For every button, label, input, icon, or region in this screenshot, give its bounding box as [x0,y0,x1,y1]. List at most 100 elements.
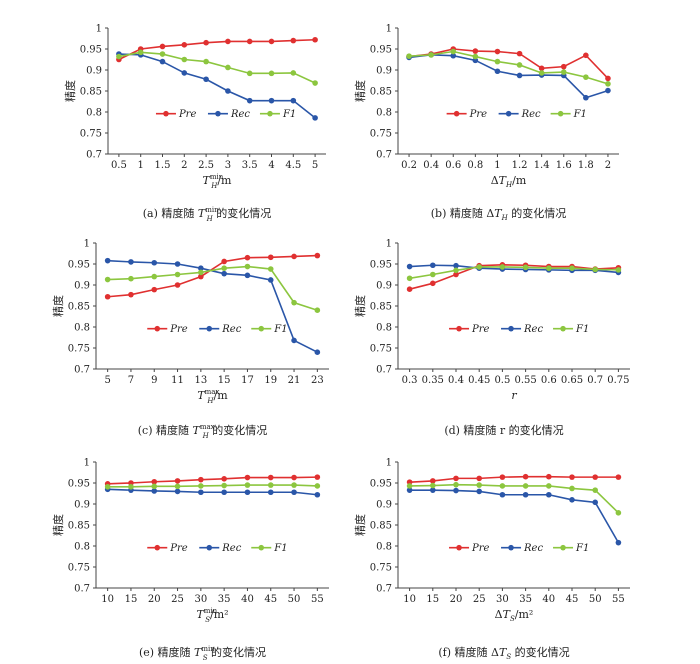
legend-label: Pre [471,324,490,335]
series-line-rec [409,264,619,274]
x-tick-label: 5 [104,375,110,386]
data-point-pre [314,252,321,259]
x-tick-label: 25 [171,594,184,605]
series-line-pre [107,254,318,298]
data-point-pre [181,42,188,48]
x-axis-label: ΔTS/m² [495,608,534,623]
data-point-pre [430,280,436,287]
legend-label: F1 [282,109,296,120]
y-tick-label: 0.95 [68,479,90,490]
data-point-f1 [198,483,204,489]
y-tick-label: 0.8 [74,323,90,334]
y-tick-label: 0.9 [376,281,392,292]
data-point-f1 [128,483,134,490]
x-tick-label: 35 [218,594,231,605]
data-point-rec [104,257,111,264]
series-line-f1 [118,51,316,84]
y-tick-label: 0.8 [376,323,392,334]
data-point-pre [246,38,253,45]
data-point-pre [203,39,209,46]
data-point-f1 [267,266,274,272]
y-tick-label: 0.75 [68,563,90,574]
data-point-pre [583,52,589,59]
data-point-f1 [522,483,529,489]
x-axis-label: Tmax H/m [197,388,228,405]
data-point-rec [244,489,251,496]
legend-item-f1: F1 [259,109,296,120]
y-tick-label: 0.85 [68,521,90,532]
data-point-pre [267,254,274,261]
data-point-f1 [592,266,598,273]
data-point-pre [494,48,501,55]
data-point-rec [174,488,181,495]
data-point-pre [430,478,436,484]
x-tick-label: 0.6 [541,375,557,386]
legend-label: F1 [573,109,587,120]
series-line-f1 [107,484,318,488]
x-tick-label: 0.2 [401,160,417,171]
data-point-rec [267,489,274,496]
data-point-rec [450,52,457,59]
data-point-f1 [174,271,181,278]
legend-label: F1 [273,324,287,335]
x-tick-label: 17 [241,375,254,386]
y-tick-label: 0.95 [370,45,392,56]
x-tick-label: 55 [311,594,324,605]
x-tick-label: 1 [138,160,144,171]
x-tick-label: 15 [426,594,439,605]
data-point-rec [225,88,231,94]
data-point-pre [151,478,158,485]
x-tick-label: 1.4 [534,160,550,171]
x-tick-label: 3 [225,160,231,171]
data-point-rec [615,539,622,546]
data-point-pre [159,43,166,50]
data-point-pre [221,258,227,265]
x-tick-label: 45 [264,594,277,605]
data-point-pre [605,75,611,82]
x-tick-label: 7 [128,375,134,386]
data-point-rec [159,58,166,65]
data-point-rec [291,489,297,496]
data-point-pre [244,254,251,261]
data-point-rec [174,261,181,267]
data-point-pre [406,286,413,293]
y-axis-label: 精度 [51,295,65,317]
data-point-f1 [516,62,523,68]
legend-item-f1: F1 [251,543,288,554]
data-point-f1 [225,64,231,71]
y-tick-label: 0.7 [376,584,392,595]
data-point-f1 [246,70,253,77]
data-point-f1 [453,481,459,488]
series-line-pre [408,48,609,79]
y-tick-label: 0.85 [370,87,392,98]
data-point-rec [430,487,436,493]
legend-marker [557,110,564,117]
x-tick-label: 15 [125,594,138,605]
y-axis-label: 精度 [353,514,367,536]
x-tick-label: 10 [101,594,114,605]
data-point-pre [244,474,251,481]
data-point-f1 [268,70,275,77]
y-tick-label: 1 [386,458,392,469]
data-point-pre [128,291,134,298]
legend-item-rec: Rec [207,109,250,120]
y-axis-label: 精度 [63,80,77,102]
legend-item-pre: Pre [147,543,188,554]
data-point-f1 [538,70,545,76]
data-point-rec [267,277,274,283]
y-axis-label: 精度 [51,514,65,536]
legend-marker [258,325,265,332]
data-point-rec [221,489,227,496]
x-tick-label: 45 [566,594,579,605]
data-point-pre [592,474,598,480]
x-tick-label: 25 [473,594,486,605]
legend-label: Pre [178,109,197,120]
y-tick-label: 1 [84,458,90,469]
data-point-rec [312,115,318,121]
data-point-pre [560,63,567,70]
chart-panel-0: 0.7 0.75 0.8 0.85 0.9 0.95 1 0.5 1 1.5 2 2.5 3 3.5 4 4.… [63,24,326,223]
legend-item-rec: Rec [199,324,242,335]
data-point-f1 [290,70,297,76]
data-point-pre [569,474,575,480]
x-tick-label: 9 [151,375,157,386]
